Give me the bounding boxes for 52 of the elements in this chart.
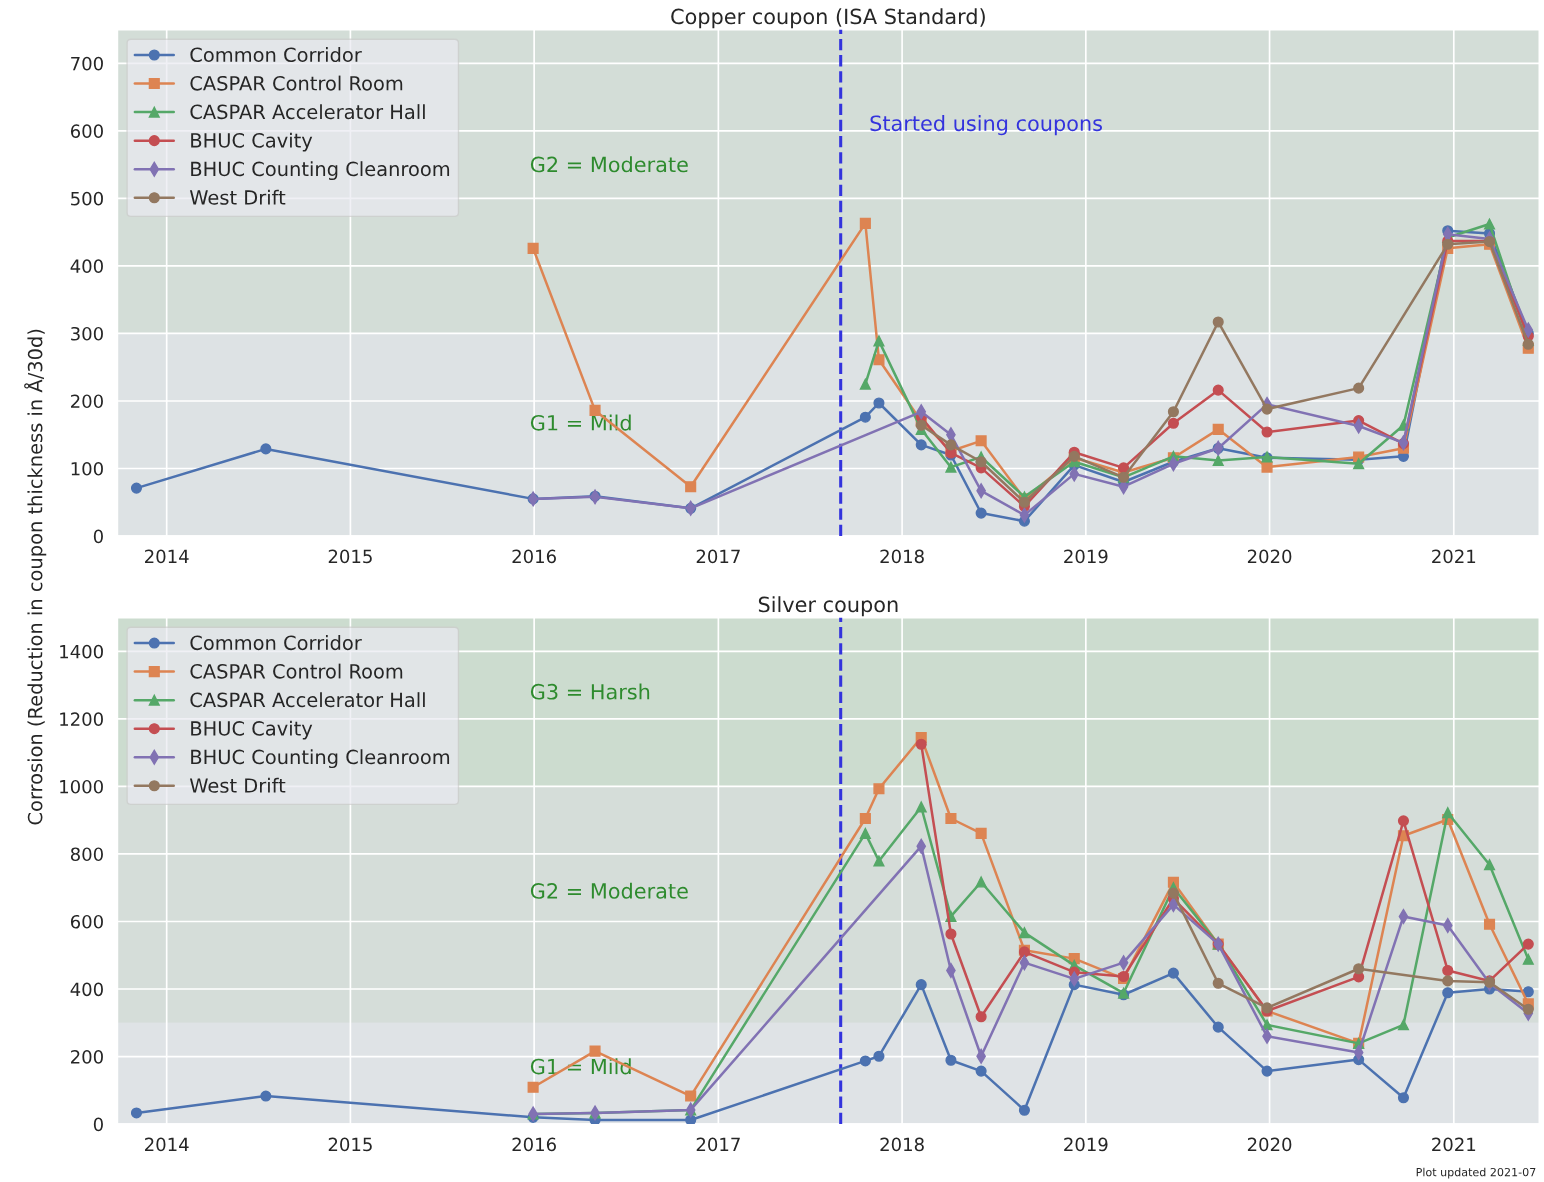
x-tick-label: 2020 — [1247, 1137, 1292, 1152]
legend-label: BHUC Counting Cleanroom — [191, 161, 450, 181]
y-tick-label: 600 — [70, 914, 103, 929]
x-tick-label: 2018 — [880, 549, 924, 564]
text: Plot updated 2021-07 — [1416, 1167, 1536, 1179]
y-tick-label: 700 — [71, 56, 103, 71]
y-axis-title: Corrosion (Reduction in coupon thickness in Å/30d) — [24, 329, 47, 825]
y-tick-label: 400 — [70, 259, 103, 274]
chart-title: Copper coupon (ISA Standard) — [671, 8, 985, 29]
x-tick-label: 2017 — [696, 1137, 740, 1152]
x-tick-label: 2021 — [1432, 549, 1476, 564]
x-tick-label: 2019 — [1064, 1137, 1108, 1152]
y-tick-label: 200 — [71, 1050, 103, 1064]
legend-label: West Drift — [189, 189, 286, 205]
y-tick-label: 600 — [70, 124, 103, 138]
y-tick-label: 0 — [93, 1117, 103, 1132]
y-tick-label: 100 — [71, 461, 103, 476]
x-tick-label: 2017 — [696, 549, 740, 564]
x-tick-label: 2014 — [145, 1137, 189, 1152]
band-label: G2 = Moderate — [530, 882, 688, 899]
x-tick-label: 2020 — [1247, 549, 1292, 564]
legend-label: CASPAR Control Room — [190, 75, 403, 91]
y-tick-label: 400 — [70, 982, 103, 997]
x-tick-label: 2018 — [880, 1137, 924, 1152]
y-tick-label: 1000 — [60, 779, 103, 794]
x-tick-label: 2019 — [1064, 549, 1108, 564]
band-label: G2 = Moderate — [530, 156, 688, 173]
y-tick-label: 1400 — [60, 644, 103, 659]
y-tick-label: 1200 — [60, 712, 103, 727]
x-tick-label: 2015 — [328, 1137, 372, 1152]
y-tick-label: 500 — [71, 191, 103, 206]
legend-label: CASPAR Control Room — [190, 663, 403, 679]
x-tick-label: 2016 — [512, 1137, 556, 1152]
legend-label: CASPAR Accelerator Hall — [190, 692, 425, 708]
legend-label: West Drift — [189, 777, 286, 793]
legend-label: BHUC Cavity — [191, 720, 313, 740]
ref-line-label: Started using coupons — [870, 115, 1102, 136]
x-tick-label: 2014 — [145, 549, 189, 564]
legend-label: BHUC Cavity — [191, 132, 313, 152]
band-label: G3 = Harsh — [530, 683, 650, 700]
y-tick-label: 0 — [93, 529, 103, 544]
y-tick-label: 200 — [71, 394, 103, 409]
y-tick-label: 800 — [70, 847, 103, 862]
legend-label: BHUC Counting Cleanroom — [191, 749, 450, 769]
legend-label: Common Corridor — [190, 635, 362, 651]
legend-label: Common Corridor — [190, 47, 362, 63]
x-tick-label: 2021 — [1432, 1137, 1476, 1152]
chart-title: Silver coupon — [758, 596, 898, 617]
y-tick-label: 300 — [71, 326, 103, 341]
x-tick-label: 2015 — [328, 549, 372, 564]
x-tick-label: 2016 — [512, 549, 556, 564]
legend-label: CASPAR Accelerator Hall — [190, 104, 425, 120]
